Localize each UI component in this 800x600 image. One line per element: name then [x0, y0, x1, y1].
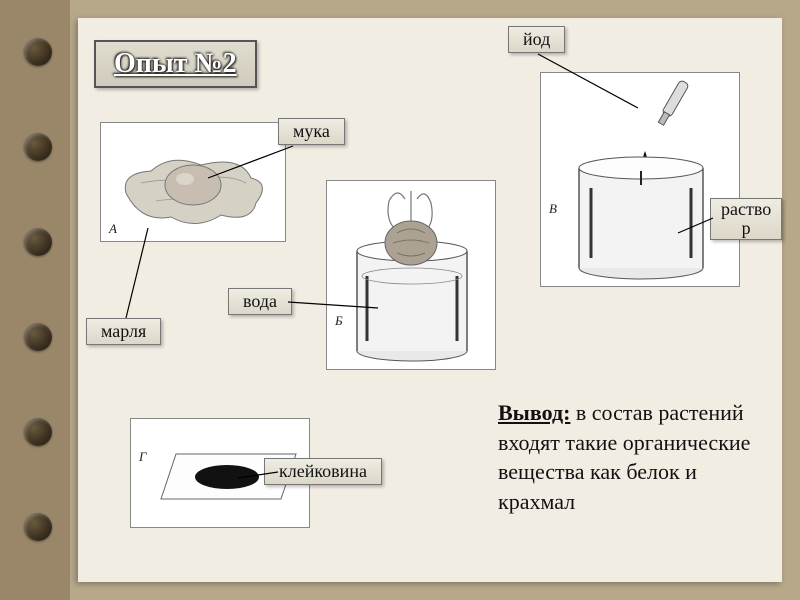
experiment-title: Опыт №2	[94, 40, 257, 88]
panel-b-drawing	[327, 181, 497, 371]
binder-ring	[24, 418, 52, 446]
binder-ring	[24, 323, 52, 351]
label-flour: мука	[278, 118, 345, 145]
binder-strip	[0, 0, 70, 600]
panel-a-drawing	[101, 123, 287, 243]
panel-a: А	[100, 122, 286, 242]
label-water: вода	[228, 288, 292, 315]
panel-b: Б	[326, 180, 496, 370]
conclusion-lead: Вывод:	[498, 400, 570, 425]
label-gauze: марля	[86, 318, 161, 345]
label-iodine: йод	[508, 26, 565, 53]
panel-letter-b: Б	[335, 313, 343, 329]
label-solution: раство р	[710, 198, 782, 240]
conclusion-text: Вывод: в состав растений входят такие ор…	[498, 398, 768, 517]
paper-sheet: Опыт №2 А	[78, 18, 782, 582]
panel-letter-a: А	[109, 221, 117, 237]
panel-v: В	[540, 72, 740, 287]
binder-ring	[24, 38, 52, 66]
panel-letter-v: В	[549, 201, 557, 217]
panel-letter-g: Г	[139, 449, 146, 465]
binder-ring	[24, 133, 52, 161]
label-gluten: клейковина	[264, 458, 382, 485]
binder-ring	[24, 228, 52, 256]
binder-ring	[24, 513, 52, 541]
panel-v-drawing	[541, 73, 741, 288]
